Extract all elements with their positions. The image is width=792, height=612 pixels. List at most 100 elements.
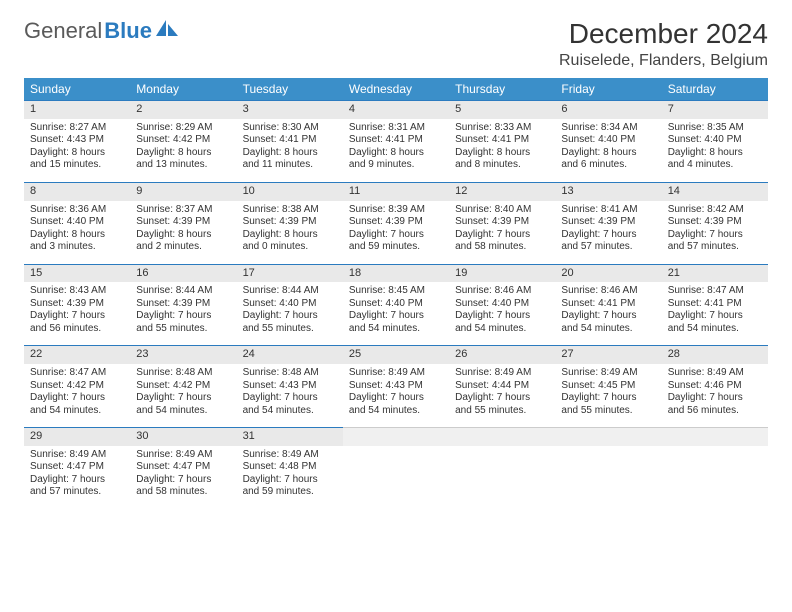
- daylight-text: Daylight: 7 hours and 54 minutes.: [668, 310, 762, 335]
- sunrise-text: Sunrise: 8:36 AM: [30, 204, 124, 217]
- day-cell: .: [449, 427, 555, 509]
- day-number: 24: [243, 348, 255, 360]
- day-body: [449, 446, 555, 459]
- sunset-text: Sunset: 4:47 PM: [30, 461, 124, 474]
- day-number: 19: [455, 267, 467, 279]
- sunset-text: Sunset: 4:43 PM: [243, 380, 337, 393]
- day-number: 2: [136, 103, 142, 115]
- sunrise-text: Sunrise: 8:27 AM: [30, 122, 124, 135]
- day-number-bar: 25: [343, 345, 449, 364]
- daylight-text: Daylight: 7 hours and 58 minutes.: [455, 229, 549, 254]
- day-number: 20: [561, 267, 573, 279]
- day-cell: 31Sunrise: 8:49 AMSunset: 4:48 PMDayligh…: [237, 427, 343, 509]
- sunset-text: Sunset: 4:46 PM: [668, 380, 762, 393]
- day-number-bar: 9: [130, 182, 236, 201]
- day-cell: 10Sunrise: 8:38 AMSunset: 4:39 PMDayligh…: [237, 182, 343, 264]
- day-number-bar: 3: [237, 100, 343, 119]
- daylight-text: Daylight: 7 hours and 55 minutes.: [243, 310, 337, 335]
- day-number-bar: 10: [237, 182, 343, 201]
- day-cell: 28Sunrise: 8:49 AMSunset: 4:46 PMDayligh…: [662, 345, 768, 427]
- day-number-bar: 22: [24, 345, 130, 364]
- day-number: 26: [455, 348, 467, 360]
- day-number-bar: 15: [24, 264, 130, 283]
- sunset-text: Sunset: 4:40 PM: [668, 134, 762, 147]
- day-cell: 17Sunrise: 8:44 AMSunset: 4:40 PMDayligh…: [237, 264, 343, 346]
- dow-wednesday: Wednesday: [343, 78, 449, 100]
- daylight-text: Daylight: 7 hours and 59 minutes.: [243, 474, 337, 499]
- week-row: 29Sunrise: 8:49 AMSunset: 4:47 PMDayligh…: [24, 427, 768, 509]
- month-title: December 2024: [559, 18, 768, 50]
- daylight-text: Daylight: 8 hours and 6 minutes.: [561, 147, 655, 172]
- sunset-text: Sunset: 4:44 PM: [455, 380, 549, 393]
- daylight-text: Daylight: 8 hours and 13 minutes.: [136, 147, 230, 172]
- sunset-text: Sunset: 4:40 PM: [349, 298, 443, 311]
- day-number: 17: [243, 267, 255, 279]
- day-body: Sunrise: 8:36 AMSunset: 4:40 PMDaylight:…: [24, 201, 130, 264]
- day-number: 27: [561, 348, 573, 360]
- day-number-bar: 13: [555, 182, 661, 201]
- sunset-text: Sunset: 4:41 PM: [455, 134, 549, 147]
- day-number: 13: [561, 185, 573, 197]
- daylight-text: Daylight: 7 hours and 57 minutes.: [30, 474, 124, 499]
- day-number-bar: 2: [130, 100, 236, 119]
- daylight-text: Daylight: 8 hours and 15 minutes.: [30, 147, 124, 172]
- day-number-bar: 12: [449, 182, 555, 201]
- day-cell: .: [662, 427, 768, 509]
- sunrise-text: Sunrise: 8:43 AM: [30, 285, 124, 298]
- day-number: 16: [136, 267, 148, 279]
- day-body: Sunrise: 8:47 AMSunset: 4:41 PMDaylight:…: [662, 282, 768, 345]
- week-row: 1Sunrise: 8:27 AMSunset: 4:43 PMDaylight…: [24, 100, 768, 182]
- daylight-text: Daylight: 8 hours and 0 minutes.: [243, 229, 337, 254]
- day-number-bar: 4: [343, 100, 449, 119]
- brand-logo: GeneralBlue: [24, 18, 178, 44]
- sunset-text: Sunset: 4:41 PM: [349, 134, 443, 147]
- day-number-bar: 18: [343, 264, 449, 283]
- daylight-text: Daylight: 7 hours and 55 minutes.: [136, 310, 230, 335]
- day-number-bar: 24: [237, 345, 343, 364]
- day-number: 6: [561, 103, 567, 115]
- sunrise-text: Sunrise: 8:49 AM: [136, 449, 230, 462]
- day-number-bar: 29: [24, 427, 130, 446]
- day-number: 12: [455, 185, 467, 197]
- sunrise-text: Sunrise: 8:42 AM: [668, 204, 762, 217]
- daylight-text: Daylight: 7 hours and 54 minutes.: [561, 310, 655, 335]
- day-cell: 1Sunrise: 8:27 AMSunset: 4:43 PMDaylight…: [24, 100, 130, 182]
- sunset-text: Sunset: 4:39 PM: [561, 216, 655, 229]
- day-number: 3: [243, 103, 249, 115]
- day-number: 28: [668, 348, 680, 360]
- day-number: 8: [30, 185, 36, 197]
- day-number-bar: 16: [130, 264, 236, 283]
- day-number-bar: 26: [449, 345, 555, 364]
- day-number: 21: [668, 267, 680, 279]
- day-number: 9: [136, 185, 142, 197]
- day-number-bar: 11: [343, 182, 449, 201]
- day-number: 14: [668, 185, 680, 197]
- sunrise-text: Sunrise: 8:49 AM: [561, 367, 655, 380]
- day-number-bar: 31: [237, 427, 343, 446]
- day-body: Sunrise: 8:37 AMSunset: 4:39 PMDaylight:…: [130, 201, 236, 264]
- sunset-text: Sunset: 4:43 PM: [349, 380, 443, 393]
- day-cell: 25Sunrise: 8:49 AMSunset: 4:43 PMDayligh…: [343, 345, 449, 427]
- daylight-text: Daylight: 7 hours and 56 minutes.: [30, 310, 124, 335]
- day-number: 11: [349, 185, 360, 197]
- day-number: 18: [349, 267, 361, 279]
- day-number-bar: 19: [449, 264, 555, 283]
- sunset-text: Sunset: 4:39 PM: [136, 216, 230, 229]
- daylight-text: Daylight: 7 hours and 57 minutes.: [561, 229, 655, 254]
- day-cell: 20Sunrise: 8:46 AMSunset: 4:41 PMDayligh…: [555, 264, 661, 346]
- sail-icon: [156, 18, 178, 44]
- day-number-bar: 23: [130, 345, 236, 364]
- day-body: Sunrise: 8:31 AMSunset: 4:41 PMDaylight:…: [343, 119, 449, 182]
- dow-thursday: Thursday: [449, 78, 555, 100]
- daylight-text: Daylight: 8 hours and 2 minutes.: [136, 229, 230, 254]
- sunset-text: Sunset: 4:42 PM: [136, 380, 230, 393]
- day-number-bar: 17: [237, 264, 343, 283]
- day-number: 22: [30, 348, 42, 360]
- sunrise-text: Sunrise: 8:33 AM: [455, 122, 549, 135]
- sunset-text: Sunset: 4:39 PM: [455, 216, 549, 229]
- day-cell: 13Sunrise: 8:41 AMSunset: 4:39 PMDayligh…: [555, 182, 661, 264]
- sunset-text: Sunset: 4:39 PM: [30, 298, 124, 311]
- day-number: 7: [668, 103, 674, 115]
- day-cell: 6Sunrise: 8:34 AMSunset: 4:40 PMDaylight…: [555, 100, 661, 182]
- day-body: Sunrise: 8:47 AMSunset: 4:42 PMDaylight:…: [24, 364, 130, 427]
